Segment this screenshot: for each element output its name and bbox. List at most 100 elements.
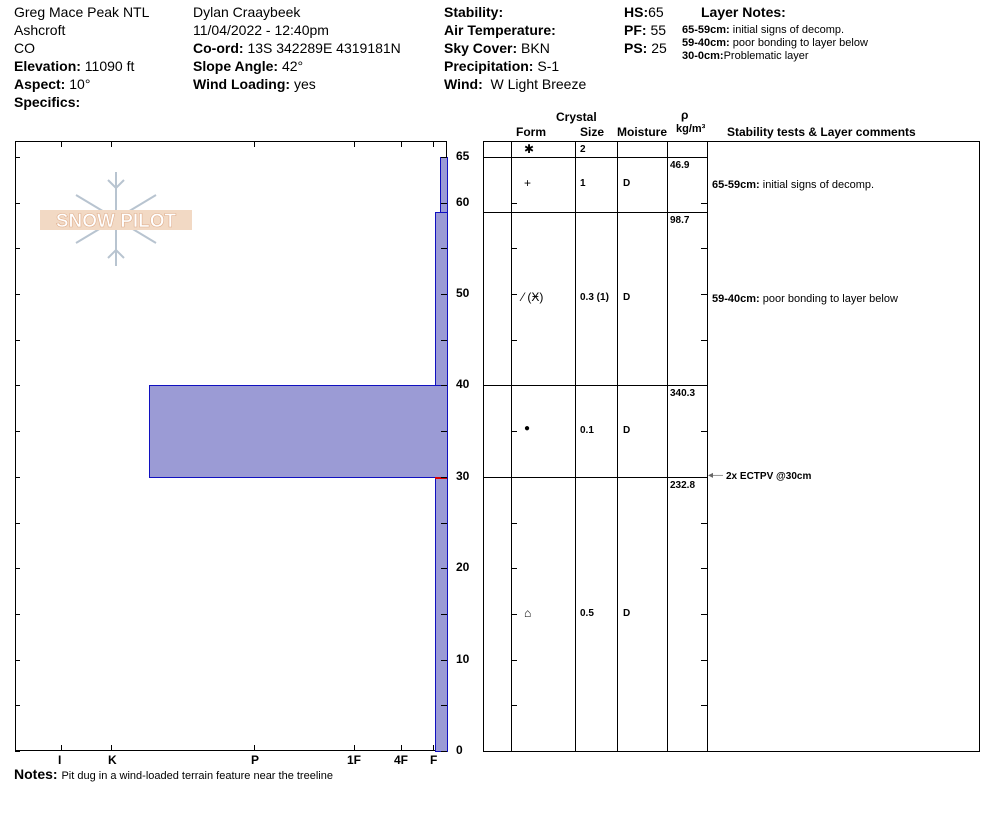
air-temp: Air Temperature: xyxy=(444,22,556,38)
depth-label: 65 xyxy=(456,149,470,163)
depth-tick xyxy=(441,659,447,661)
column-divider xyxy=(707,141,708,751)
hardness-tick xyxy=(254,745,255,751)
size-header: Size xyxy=(580,125,605,139)
depth-tick xyxy=(15,613,20,615)
depth-tick xyxy=(511,248,517,250)
hardness-label: F xyxy=(430,753,438,767)
depth-tick xyxy=(441,248,447,250)
grain-size: 0.3 (1) xyxy=(580,292,609,303)
state: CO xyxy=(14,40,35,56)
layer-notes-title: Layer Notes: xyxy=(701,4,786,20)
specifics: Specifics: xyxy=(14,94,81,110)
grain-form-symbol: + xyxy=(524,176,532,191)
hardness-label: P xyxy=(251,753,260,767)
density: 46.9 xyxy=(670,160,690,171)
column-divider xyxy=(667,141,668,751)
hardness-tick xyxy=(401,141,402,147)
depth-tick xyxy=(15,659,20,661)
grain-form-symbol: ● xyxy=(524,423,531,435)
surface-form-symbol: ✱ xyxy=(524,142,535,156)
svg-text:SNOW PILOT: SNOW PILOT xyxy=(56,211,177,232)
hardness-label: 1F xyxy=(347,753,362,767)
stability-test-marker xyxy=(435,476,447,479)
area: Ashcroft xyxy=(14,22,66,38)
hardness-tick xyxy=(401,745,402,751)
grain-size: 1 xyxy=(580,178,586,190)
depth-tick xyxy=(511,339,517,341)
depth-tick xyxy=(15,476,20,478)
depth-label: 10 xyxy=(456,651,470,666)
grain-form-symbol: ⌂ xyxy=(524,606,532,620)
depth-tick xyxy=(441,202,447,204)
depth-tick xyxy=(441,157,447,158)
location: Greg Mace Peak NTL xyxy=(14,4,150,20)
depth-tick xyxy=(511,522,517,524)
hardness-tick xyxy=(354,141,355,147)
depth-tick xyxy=(15,294,20,296)
moisture: D xyxy=(623,425,631,437)
coord: Co-ord: 13S 342289E 4319181N xyxy=(193,40,401,56)
moisture: D xyxy=(623,292,631,303)
density: 98.7 xyxy=(670,214,690,226)
depth-tick xyxy=(701,705,707,707)
comments-header: Stability tests & Layer comments xyxy=(727,125,916,139)
depth-tick xyxy=(441,294,447,296)
depth-tick xyxy=(701,339,707,341)
notes: Notes: Pit dug in a wind-loaded terrain … xyxy=(14,766,333,782)
layer-note: 59-40cm: poor bonding to layer below xyxy=(682,37,868,49)
wind: Wind: W Light Breeze xyxy=(444,76,587,92)
depth-tick xyxy=(15,522,20,524)
hardness-bar xyxy=(149,385,448,478)
hardness-tick xyxy=(111,141,112,147)
depth-tick xyxy=(15,705,20,707)
ps: PS: 25 xyxy=(624,40,667,56)
stability-test: 2x ECTPV @30cm xyxy=(726,470,812,482)
hs: HS:65 xyxy=(624,4,664,20)
depth-tick xyxy=(441,568,447,570)
pf: PF: 55 xyxy=(624,22,667,38)
depth-tick xyxy=(441,385,447,387)
hardness-label: K xyxy=(108,753,117,767)
depth-tick xyxy=(701,294,707,296)
depth-tick xyxy=(441,751,447,752)
elevation: Elevation: 11090 ft xyxy=(14,58,135,74)
row-divider xyxy=(483,476,707,478)
depth-tick xyxy=(511,294,517,296)
layer-comment: 65-59cm: initial signs of decomp. xyxy=(712,179,875,192)
arrow-icon: ◂— xyxy=(708,469,724,481)
hardness-tick xyxy=(433,141,434,147)
depth-tick xyxy=(701,751,707,752)
layer-note: 65-59cm: initial signs of decomp. xyxy=(682,24,845,36)
stability: Stability: xyxy=(444,4,504,20)
depth-tick xyxy=(511,431,517,433)
depth-tick xyxy=(511,705,517,707)
hardness-tick xyxy=(354,745,355,751)
depth-tick xyxy=(441,522,447,524)
depth-tick xyxy=(701,613,707,615)
depth-label: 20 xyxy=(456,560,470,575)
depth-tick xyxy=(15,339,20,341)
density-unit-header: kg/m³ xyxy=(676,123,706,135)
layer-comment: 59-40cm: poor bonding to layer below xyxy=(712,293,898,305)
depth-tick xyxy=(701,431,707,433)
surface-size: 2 xyxy=(580,144,586,155)
depth-tick xyxy=(15,431,20,433)
depth-tick xyxy=(15,202,20,204)
depth-tick xyxy=(511,659,517,661)
hardness-tick xyxy=(254,141,255,147)
grain-form-symbol: ⁄ (Ӿ) xyxy=(522,290,544,304)
depth-tick xyxy=(15,248,20,250)
depth-tick xyxy=(701,202,707,204)
depth-tick xyxy=(701,659,707,661)
density: 232.8 xyxy=(670,479,696,491)
column-divider xyxy=(617,141,618,751)
hardness-tick xyxy=(433,745,434,751)
datetime: 11/04/2022 - 12:40pm xyxy=(193,22,329,38)
moisture: D xyxy=(623,178,631,190)
row-divider xyxy=(483,157,707,158)
hardness-label: 4F xyxy=(394,753,409,767)
crystal-header: Crystal xyxy=(556,110,597,124)
precipitation: Precipitation: S-1 xyxy=(444,58,560,74)
aspect: Aspect: 10° xyxy=(14,76,91,92)
